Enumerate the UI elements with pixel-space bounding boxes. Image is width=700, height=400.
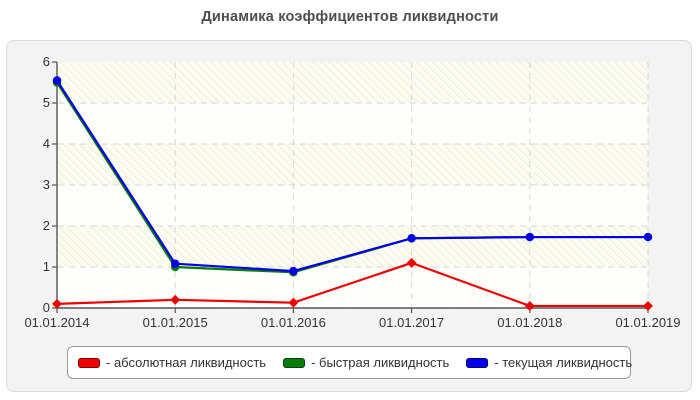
legend: - абсолютная ликвидность - быстрая ликви…: [67, 346, 632, 379]
data-point-current-liquidity[interactable]: [52, 76, 62, 85]
data-point-current-liquidity[interactable]: [171, 259, 180, 268]
data-point-current-liquidity[interactable]: [643, 232, 653, 242]
legend-swatch-blue: [466, 357, 489, 368]
x-axis-tick-label: 01.01.2017: [379, 315, 445, 330]
y-axis-tick-label: 6: [42, 54, 50, 69]
y-axis-tick-label: 4: [42, 136, 50, 151]
data-point-absolute-liquidity[interactable]: [288, 297, 299, 308]
data-point-absolute-liquidity[interactable]: [643, 301, 653, 311]
series-line-absolute-liquidity: [56, 261, 648, 308]
data-point-current-liquidity[interactable]: [289, 266, 298, 276]
x-axis-tick-label: 01.01.2015: [142, 315, 208, 330]
x-axis-tick-label: 01.01.2018: [497, 315, 563, 330]
data-point-current-liquidity[interactable]: [407, 234, 416, 243]
series-line-quick-liquidity: [56, 81, 648, 274]
y-axis-tick-label: 1: [42, 259, 50, 274]
series-line-current-liquidity: [56, 79, 648, 273]
legend-item-current-liquidity: - текущая ликвидность: [466, 355, 632, 370]
data-point-absolute-liquidity[interactable]: [524, 301, 535, 311]
data-point-absolute-liquidity[interactable]: [170, 294, 181, 305]
data-point-absolute-liquidity[interactable]: [406, 257, 417, 268]
y-axis-tick-label: 0: [42, 300, 50, 315]
legend-label: - быстрая ликвидность: [311, 355, 450, 370]
plot-area: [57, 62, 648, 308]
legend-label: - абсолютная ликвидность: [106, 355, 267, 370]
data-point-current-liquidity[interactable]: [525, 232, 534, 242]
y-axis-tick-label: 2: [42, 218, 50, 233]
legend-swatch-red: [78, 357, 100, 368]
legend-label: - текущая ликвидность: [494, 355, 633, 370]
y-axis-tick-label: 3: [42, 177, 50, 192]
chart-title: Динамика коэффициентов ликвидности: [201, 9, 499, 25]
legend-item-absolute-liquidity: - абсолютная ликвидность: [78, 355, 266, 370]
x-axis-tick-label: 01.01.2016: [260, 315, 326, 330]
y-axis-tick-label: 5: [42, 95, 50, 110]
x-axis-tick-label: 01.01.2019: [615, 315, 681, 330]
legend-item-quick-liquidity: - быстрая ликвидность: [283, 355, 449, 370]
legend-swatch-green: [283, 357, 306, 368]
x-axis-tick-label: 01.01.2014: [24, 315, 90, 330]
